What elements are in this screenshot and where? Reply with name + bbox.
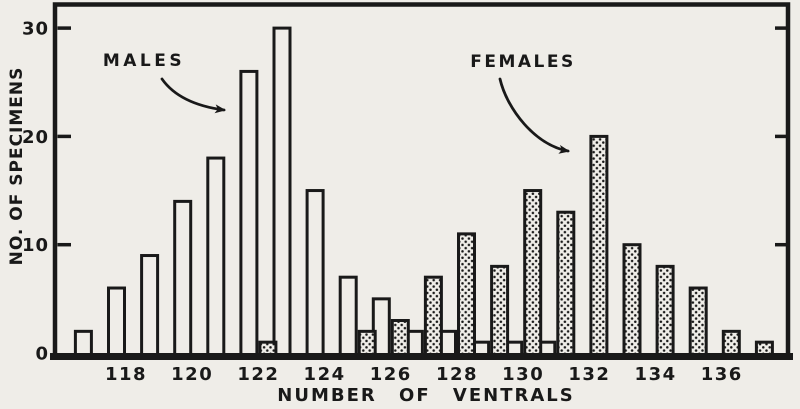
females-bar-130 [523, 189, 543, 357]
axes-layer: 0 10 20 30 118 120 122 124 126 128 130 132 134 136 [22, 2, 793, 385]
females-bar-129 [490, 264, 510, 357]
males-bar-122 [239, 69, 259, 357]
females-bar-127 [423, 275, 443, 357]
females-bar-128 [457, 232, 476, 357]
y-tick-label-0: 0 [35, 344, 49, 365]
y-tick-label-30: 30 [22, 19, 49, 40]
x-tick-label-118: 118 [105, 364, 147, 385]
males-arrow [160, 77, 226, 114]
y-tick-label-20: 20 [22, 127, 49, 148]
x-tick-label-122: 122 [237, 364, 279, 385]
x-tick-label-128: 128 [436, 364, 478, 385]
females-bar-134 [655, 264, 675, 357]
y-tick-label-10: 10 [22, 235, 49, 256]
females-bar-132 [589, 134, 609, 357]
females-bar-126 [390, 319, 410, 357]
females-arrow [498, 77, 570, 154]
females-bar-131 [556, 210, 576, 357]
males-bar-121 [206, 156, 226, 357]
bars-layer [73, 26, 774, 357]
x-tick-label-132: 132 [568, 364, 610, 385]
females-series-label: FEMALES [470, 52, 576, 72]
x-tick-label-136: 136 [701, 364, 743, 385]
females-bar-133 [622, 243, 642, 357]
males-bar-125 [338, 275, 358, 357]
females-bar-135 [688, 286, 708, 357]
females-bar-125 [357, 329, 377, 357]
males-bar-124 [305, 189, 325, 357]
x-tick-label-126: 126 [370, 364, 412, 385]
x-tick-label-120: 120 [171, 364, 213, 385]
males-bar-118 [107, 286, 126, 357]
males-bar-120 [173, 199, 193, 357]
x-axis-title: NUMBER OF VENTRALS [277, 385, 575, 406]
males-bar-123 [272, 26, 292, 357]
males-bar-117 [73, 329, 93, 357]
females-bar-136 [721, 329, 741, 357]
males-bar-119 [140, 254, 160, 357]
x-tick-label-130: 130 [502, 364, 544, 385]
males-series-label: MALES [102, 51, 186, 71]
plot-frame [52, 2, 791, 356]
y-axis-title: NO. OF SPECIMENS [7, 66, 27, 266]
x-tick-label-124: 124 [304, 364, 346, 385]
x-tick-label-134: 134 [635, 364, 677, 385]
